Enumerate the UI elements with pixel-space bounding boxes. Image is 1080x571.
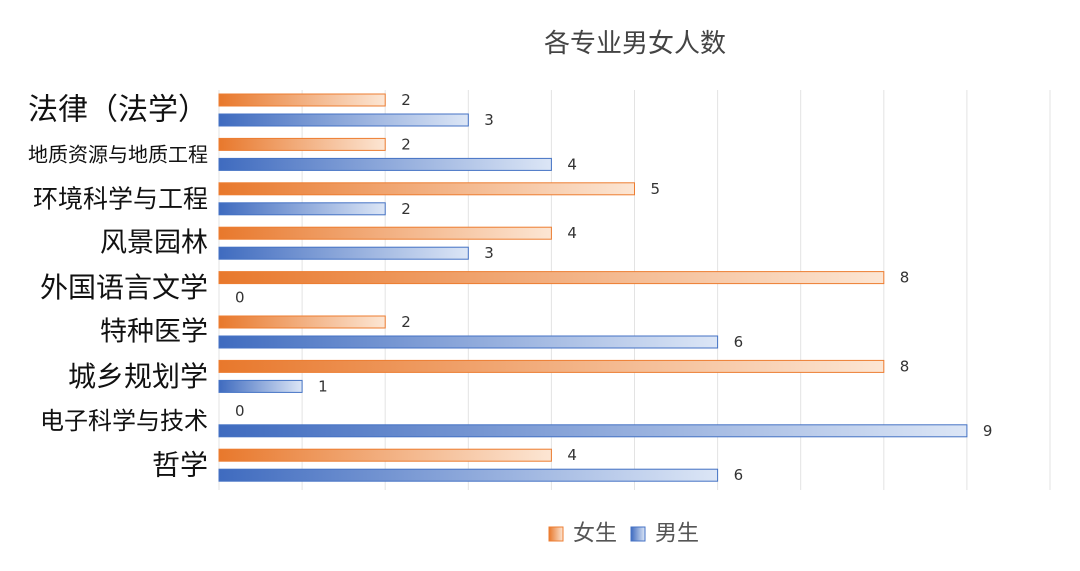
data-label: 6 <box>734 333 744 351</box>
bar-female <box>218 448 552 462</box>
data-label: 6 <box>734 466 744 484</box>
bar-female <box>218 359 885 373</box>
bar-male <box>218 424 968 438</box>
bars <box>218 93 968 482</box>
bar-female <box>218 93 386 107</box>
data-label: 2 <box>401 313 411 331</box>
bar-female <box>218 271 885 285</box>
category-label: 电子科学与技术 <box>40 407 208 435</box>
data-label: 0 <box>235 289 245 307</box>
data-label: 4 <box>567 224 577 242</box>
data-label: 3 <box>484 244 494 262</box>
data-label: 2 <box>401 91 411 109</box>
data-label: 4 <box>567 446 577 464</box>
data-label: 3 <box>484 111 494 129</box>
labels: 法律（法学） 2 3 地质资源与地质工程 2 4 环境科学与工程 5 2 风景园林 4 3 外国语言文学… <box>28 91 992 484</box>
bar-female <box>218 182 635 196</box>
bar-female <box>218 137 386 151</box>
bar-female <box>218 226 552 240</box>
category-label: 哲学 <box>152 449 208 482</box>
data-label: 5 <box>651 180 661 198</box>
data-label: 2 <box>401 135 411 153</box>
data-label: 8 <box>900 357 910 375</box>
data-label: 8 <box>900 269 910 287</box>
grid-lines <box>218 90 1051 490</box>
bar-male <box>218 335 719 349</box>
data-label: 1 <box>318 377 328 395</box>
legend-label: 女生 <box>573 522 617 547</box>
bar-female <box>218 315 386 329</box>
category-label: 外国语言文学 <box>40 271 208 304</box>
legend-label: 男生 <box>655 522 699 547</box>
bar-male <box>218 468 719 482</box>
legend: 女生 男生 <box>548 522 699 547</box>
legend-swatch <box>630 526 646 542</box>
category-label: 地质资源与地质工程 <box>28 142 208 166</box>
bar-male <box>218 202 386 216</box>
category-label: 城乡规划学 <box>68 360 208 393</box>
category-label: 环境科学与工程 <box>33 184 208 213</box>
category-label: 法律（法学） <box>28 93 208 128</box>
bar-male <box>218 379 303 393</box>
category-label: 特种医学 <box>100 317 208 348</box>
data-label: 2 <box>401 200 411 218</box>
bar-male <box>218 113 469 127</box>
bar-male <box>218 246 469 260</box>
bar-male <box>218 157 552 171</box>
data-label: 4 <box>567 155 577 173</box>
data-label: 0 <box>235 402 245 420</box>
chart-title: 各专业男女人数 <box>544 29 726 59</box>
legend-swatch <box>548 526 564 542</box>
data-label: 9 <box>983 422 993 440</box>
category-label: 风景园林 <box>100 228 208 259</box>
